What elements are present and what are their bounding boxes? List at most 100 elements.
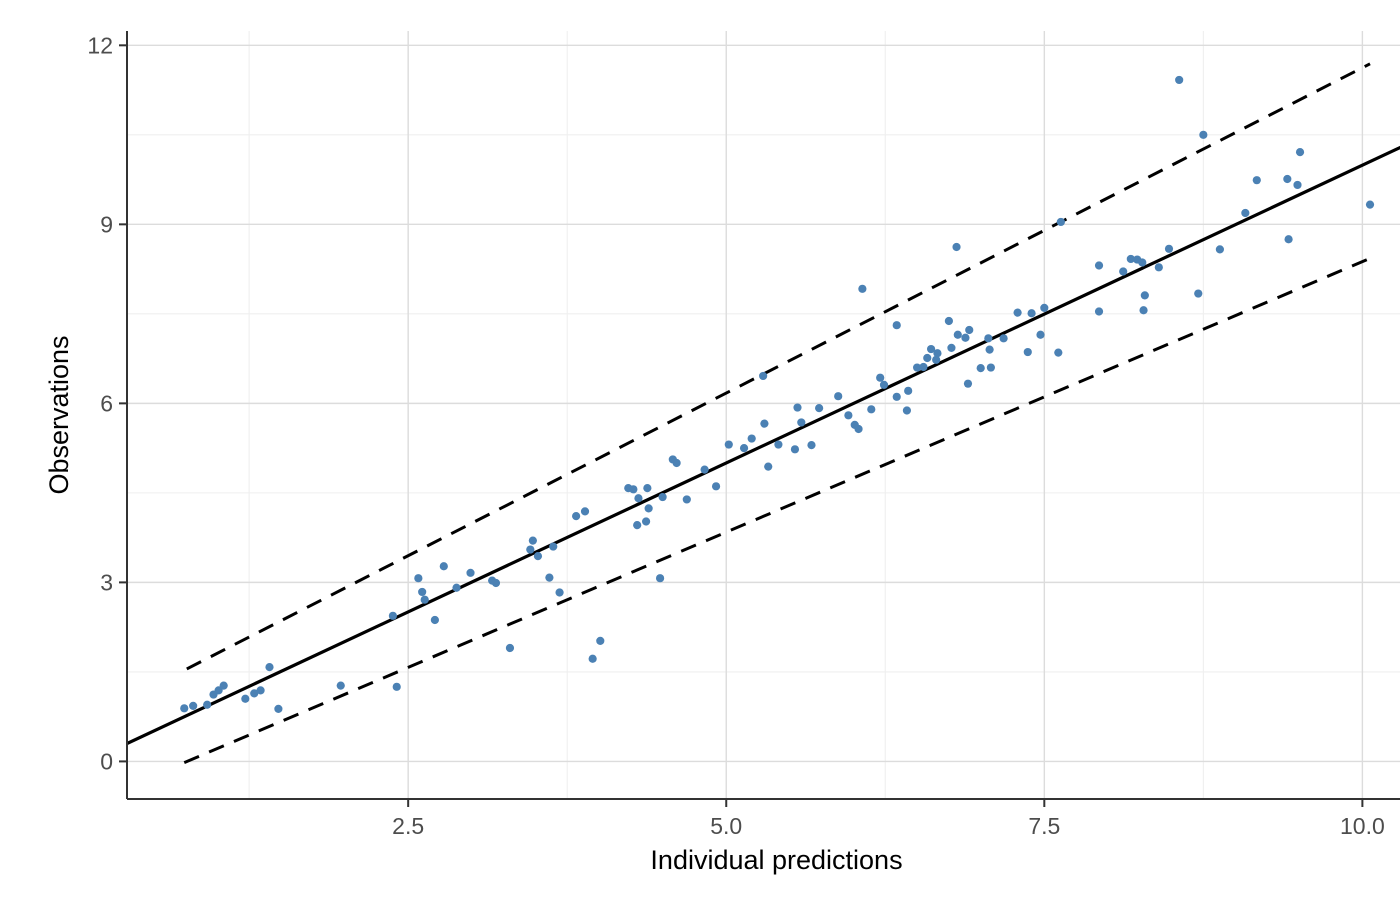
- data-point: [634, 494, 643, 503]
- data-point: [596, 636, 605, 645]
- data-point: [491, 578, 501, 588]
- data-point: [834, 392, 843, 401]
- data-point: [892, 321, 901, 330]
- data-point: [902, 406, 912, 415]
- reference-lines: [126, 62, 1400, 764]
- data-point: [274, 704, 283, 713]
- data-point: [572, 512, 581, 521]
- data-point: [641, 517, 651, 526]
- data-point: [533, 552, 543, 561]
- data-point: [1175, 75, 1184, 85]
- data-point: [420, 595, 429, 604]
- data-point: [1094, 261, 1104, 270]
- data-point: [629, 485, 638, 494]
- data-point: [1027, 309, 1036, 318]
- data-point: [1036, 330, 1045, 339]
- data-point: [549, 542, 558, 551]
- axis-lines: [126, 31, 1400, 800]
- data-point: [658, 492, 667, 502]
- data-point: [241, 694, 250, 703]
- data-point: [904, 386, 913, 395]
- data-point: [180, 704, 189, 713]
- data-point: [724, 440, 733, 449]
- data-point: [985, 345, 994, 354]
- y-axis-title: Observations: [44, 335, 74, 494]
- grid-minor-lines: [127, 31, 1400, 799]
- data-point: [250, 689, 259, 698]
- x-tick-label: 2.5: [392, 813, 424, 839]
- data-point: [526, 545, 535, 554]
- scatter-plot: 2.5 5.0 7.5 10.0 0 3 6 9 12 Individual predicti…: [40, 16, 1400, 882]
- data-point: [265, 663, 274, 672]
- x-tick-label: 10.0: [1340, 813, 1385, 839]
- data-point: [984, 334, 993, 343]
- data-point: [933, 349, 942, 358]
- data-point: [807, 441, 816, 450]
- data-point: [644, 504, 653, 513]
- data-point: [439, 562, 448, 571]
- data-point: [1119, 267, 1128, 276]
- data-point: [1284, 235, 1293, 244]
- data-point: [944, 316, 953, 326]
- data-point: [953, 330, 962, 339]
- data-point: [655, 574, 665, 583]
- data-point: [1056, 217, 1065, 227]
- data-point: [1252, 176, 1261, 185]
- data-point: [256, 686, 265, 695]
- data-point: [1199, 130, 1208, 139]
- data-point: [764, 462, 773, 471]
- data-point: [1194, 289, 1203, 298]
- data-point: [774, 440, 783, 449]
- data-point: [1140, 291, 1149, 300]
- data-point: [672, 458, 681, 468]
- lower-prediction-interval: [183, 256, 1371, 764]
- data-point: [392, 682, 401, 691]
- data-point: [976, 364, 985, 373]
- data-point: [947, 343, 956, 352]
- data-point: [388, 611, 398, 620]
- data-point: [1365, 200, 1375, 209]
- data-point: [919, 362, 928, 372]
- y-tick-label: 6: [100, 390, 113, 416]
- data-point: [790, 445, 800, 454]
- upper-prediction-interval: [186, 62, 1371, 671]
- data-point: [926, 344, 936, 354]
- data-point: [711, 482, 721, 491]
- data-point: [815, 404, 824, 413]
- data-point: [189, 701, 198, 711]
- data-point: [760, 419, 769, 428]
- data-point: [961, 333, 970, 342]
- y-tick-label: 9: [100, 211, 113, 237]
- data-point: [580, 507, 590, 516]
- data-point: [879, 380, 889, 389]
- data-point: [892, 392, 901, 401]
- data-point: [418, 587, 427, 597]
- data-point: [336, 681, 345, 690]
- data-point: [932, 355, 941, 364]
- data-point: [545, 573, 554, 582]
- y-tick-label: 12: [87, 32, 113, 58]
- x-tick-label: 7.5: [1028, 813, 1060, 839]
- data-point: [682, 495, 691, 504]
- data-point: [797, 418, 806, 427]
- data-point: [466, 568, 475, 577]
- data-point: [1283, 174, 1292, 184]
- data-point: [952, 242, 961, 252]
- x-tick-label: 5.0: [710, 813, 742, 839]
- data-point: [1215, 245, 1224, 254]
- data-point: [430, 615, 439, 625]
- x-axis-title: Individual predictions: [650, 845, 902, 875]
- data-point: [528, 536, 537, 545]
- data-point: [912, 363, 922, 372]
- data-point: [1139, 306, 1148, 315]
- data-point: [858, 284, 867, 293]
- data-point: [793, 403, 802, 412]
- data-point: [1293, 180, 1302, 190]
- data-point: [1138, 258, 1147, 267]
- data-point: [1013, 308, 1022, 317]
- data-point: [555, 588, 564, 597]
- grid-major-lines: [127, 31, 1400, 799]
- data-point: [923, 353, 932, 363]
- data-point: [1154, 263, 1163, 272]
- data-point: [963, 379, 973, 388]
